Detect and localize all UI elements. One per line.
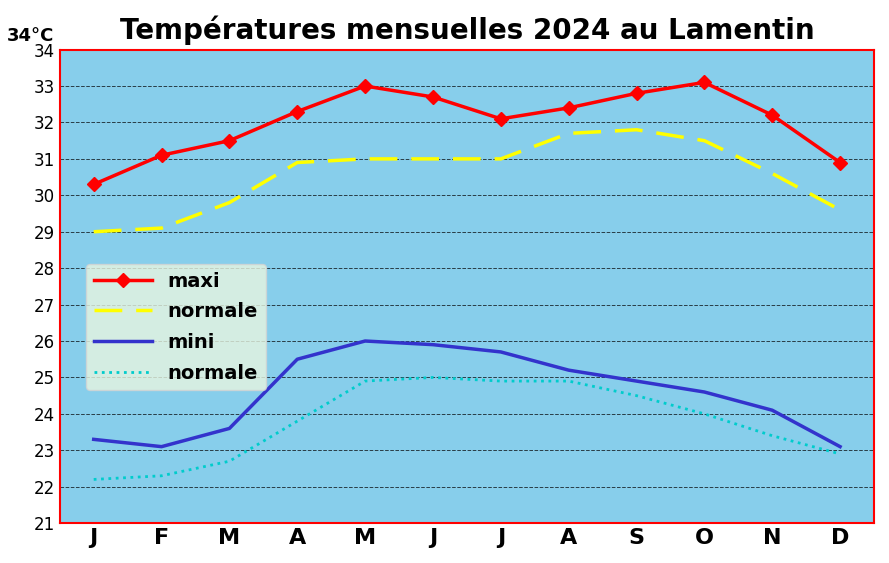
Title: Températures mensuelles 2024 au Lamentin: Températures mensuelles 2024 au Lamentin [120, 15, 814, 44]
Text: 34°C: 34°C [7, 27, 54, 45]
Legend: maxi, normale, mini, normale: maxi, normale, mini, normale [86, 263, 266, 390]
